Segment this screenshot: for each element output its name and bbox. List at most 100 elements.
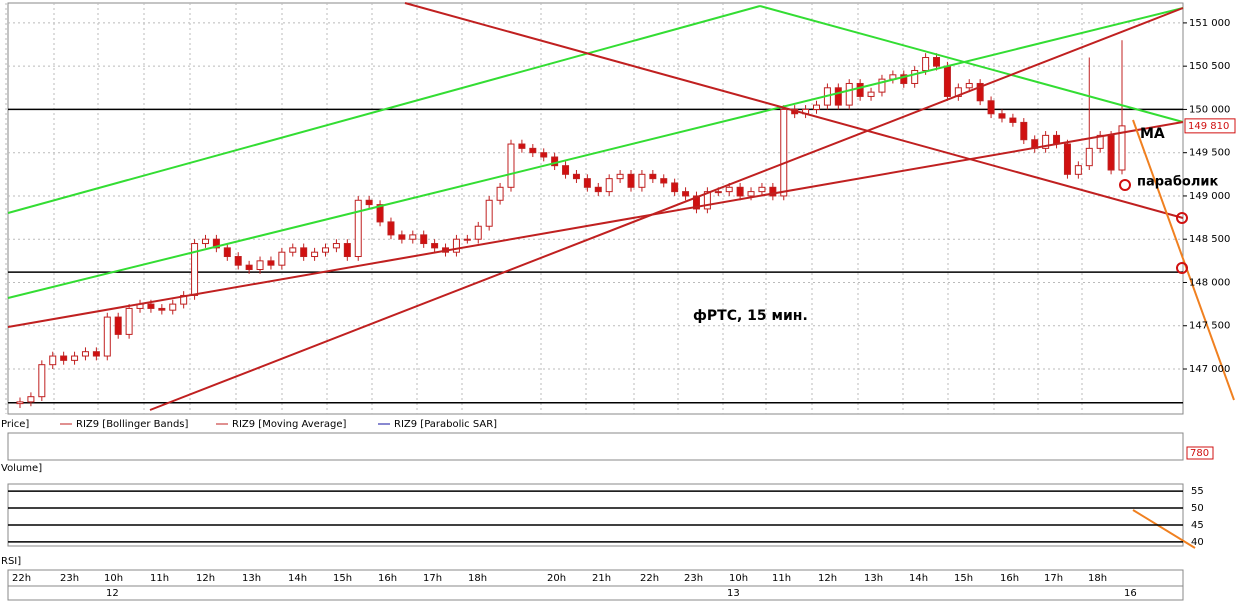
candle-body xyxy=(311,251,319,258)
candle-body xyxy=(27,396,35,403)
candle-body xyxy=(1085,147,1093,167)
candle-body xyxy=(16,401,24,405)
candle-body xyxy=(867,91,875,97)
candle-body xyxy=(169,303,177,311)
candle-body xyxy=(212,238,220,249)
x-tick-label: 23h xyxy=(684,573,703,584)
candle-body xyxy=(92,351,100,357)
rsi-tick-label: 45 xyxy=(1191,520,1204,531)
candle-body xyxy=(900,74,908,84)
trend-line xyxy=(7,7,1184,299)
rsi-tick-label: 50 xyxy=(1191,503,1204,514)
date-label: 16 xyxy=(1124,588,1137,599)
x-tick-label: 18h xyxy=(1088,573,1107,584)
y-tick-label: 147 500 xyxy=(1189,321,1230,332)
y-tick-label: 147 000 xyxy=(1189,364,1230,375)
x-tick-label: 13h xyxy=(864,573,883,584)
x-tick-label: 15h xyxy=(954,573,973,584)
x-tick-label: 11h xyxy=(772,573,791,584)
candle-body xyxy=(431,243,439,249)
candle-body xyxy=(649,173,657,180)
x-tick-label: 15h xyxy=(333,573,352,584)
candle-body xyxy=(267,260,275,266)
candle-body xyxy=(922,57,930,71)
candle-body xyxy=(998,113,1006,119)
candle-body xyxy=(965,82,973,89)
trend-line xyxy=(7,5,761,214)
price-panel xyxy=(7,2,1184,415)
trend-line xyxy=(7,121,1184,328)
candle-body xyxy=(376,204,384,223)
legend-entry: Price] xyxy=(1,419,29,430)
x-tick-label: 16h xyxy=(378,573,397,584)
candle-body xyxy=(562,165,570,175)
y-tick-label: 149 000 xyxy=(1189,191,1230,202)
x-tick-label: 22h xyxy=(12,573,31,584)
candle-body xyxy=(671,182,679,193)
y-tick-label: 148 000 xyxy=(1189,277,1230,288)
candle-body xyxy=(1020,121,1028,141)
time-axis xyxy=(7,569,1184,601)
candle-body xyxy=(387,221,395,236)
candle-body xyxy=(692,195,700,210)
candle-body xyxy=(420,234,428,245)
x-tick-label: 10h xyxy=(104,573,123,584)
candle-body xyxy=(463,238,471,241)
candle-body xyxy=(300,247,308,258)
date-label: 12 xyxy=(106,588,119,599)
candle-body xyxy=(114,316,122,335)
candle-body xyxy=(158,307,166,311)
panel-label: RSI] xyxy=(1,556,21,567)
legend-entry: RIZ9 [Moving Average] xyxy=(232,419,347,430)
candle-body xyxy=(933,57,941,67)
last-price-box xyxy=(1184,118,1236,134)
candle-body xyxy=(758,186,766,193)
candle-body xyxy=(518,143,526,149)
candle-body xyxy=(474,225,482,240)
rsi-tick-label: 40 xyxy=(1191,537,1204,548)
candle-body xyxy=(834,87,842,106)
arrow xyxy=(1132,119,1235,401)
arrow xyxy=(1132,509,1196,549)
candle-body xyxy=(223,247,231,258)
candle-body xyxy=(38,364,46,398)
candle-body xyxy=(1063,143,1071,175)
panel-label: Volume] xyxy=(1,463,42,474)
marker xyxy=(1119,179,1131,191)
volume-panel xyxy=(7,432,1184,461)
x-tick-label: 21h xyxy=(592,573,611,584)
x-tick-label: 17h xyxy=(1044,573,1063,584)
candle-body xyxy=(60,355,68,361)
candle-body xyxy=(616,173,624,180)
candle-body xyxy=(1118,125,1126,171)
candle-body xyxy=(147,303,155,309)
candle-body xyxy=(322,247,330,253)
candles xyxy=(16,40,1126,408)
y-tick-label: 148 500 xyxy=(1189,234,1230,245)
candle-body xyxy=(638,173,646,188)
candle-body xyxy=(245,264,253,271)
candle-body xyxy=(714,191,722,194)
candle-body xyxy=(354,199,362,258)
rsi-panel xyxy=(7,483,1184,547)
x-tick-label: 12h xyxy=(196,573,215,584)
marker xyxy=(1176,212,1188,224)
legend-entry: RIZ9 [Bollinger Bands] xyxy=(76,419,189,430)
candle-body xyxy=(878,78,886,93)
candle-body xyxy=(682,191,690,197)
last-price-label: 149 810 xyxy=(1188,121,1229,132)
grid xyxy=(5,3,1183,414)
x-tick-label: 22h xyxy=(640,573,659,584)
chart-title: фРТС, 15 мин. xyxy=(693,308,808,324)
legend-entry: RIZ9 [Parabolic SAR] xyxy=(394,419,497,430)
y-tick-label: 151 000 xyxy=(1189,18,1230,29)
candle-body xyxy=(409,234,417,240)
volume-box xyxy=(1186,446,1214,460)
candle-body xyxy=(49,355,57,366)
candle-body xyxy=(201,238,209,245)
candle-body xyxy=(485,199,493,227)
x-tick-label: 23h xyxy=(60,573,79,584)
candle-body xyxy=(769,186,777,197)
trend-line xyxy=(149,7,1184,411)
